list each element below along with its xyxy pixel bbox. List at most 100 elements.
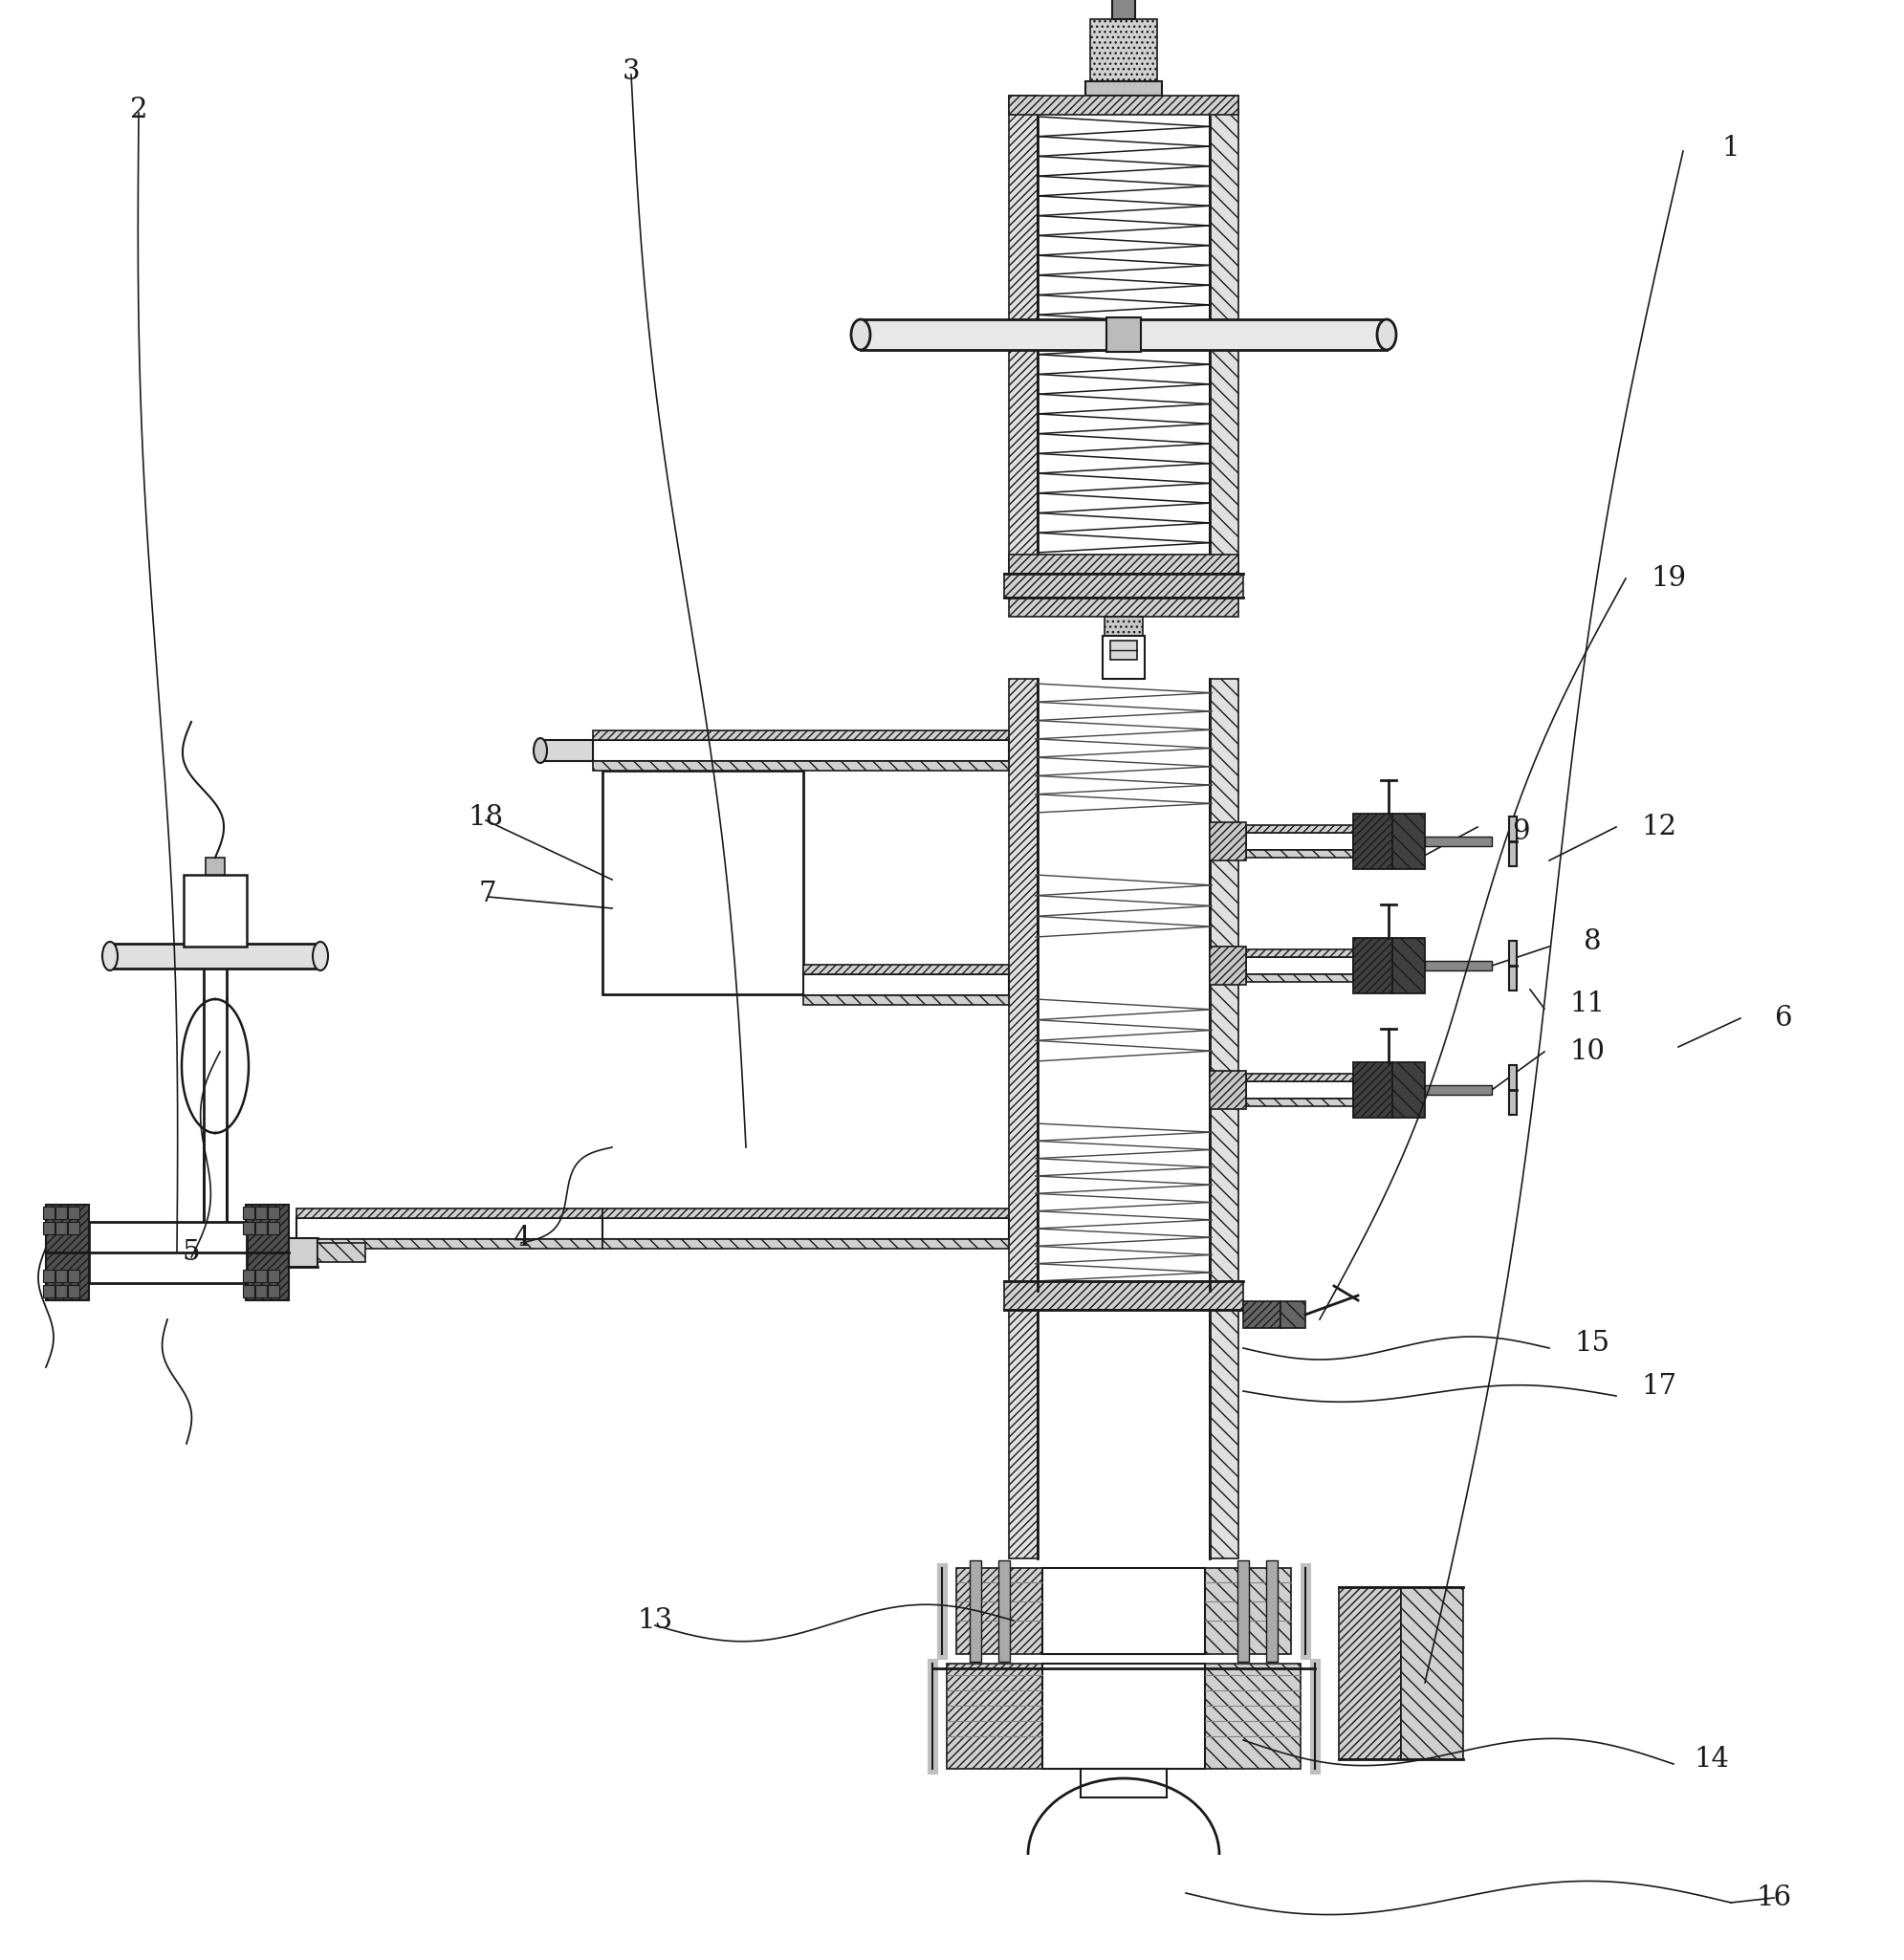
Text: 10: 10 [1569,1039,1605,1064]
Text: 1: 1 [1721,135,1740,161]
Bar [44,1286,55,1298]
Bar [1424,837,1493,847]
Bar [1009,598,1238,617]
Bar [244,1221,255,1235]
Bar [1112,0,1135,20]
Text: 6: 6 [1775,1005,1792,1031]
Bar [1510,941,1517,992]
Bar [55,1270,67,1282]
Bar [1085,80,1161,96]
Bar [1081,1768,1167,1797]
Ellipse shape [851,319,870,351]
Bar [1245,974,1354,982]
Bar [1209,1309,1238,1558]
Ellipse shape [103,941,118,970]
Bar [1424,1086,1493,1096]
Bar [803,996,1009,1005]
Bar [1009,1309,1038,1558]
Bar [1009,96,1238,116]
Text: 7: 7 [478,880,497,907]
Bar [998,1560,1009,1662]
Bar [268,1286,280,1298]
Bar [44,1207,55,1219]
Bar [602,1209,1009,1217]
Bar [1209,678,1238,1292]
Text: 16: 16 [1755,1884,1792,1911]
Ellipse shape [312,941,327,970]
Bar [69,1270,80,1282]
Text: 4: 4 [512,1225,529,1252]
Bar [592,760,1009,770]
Bar [1104,617,1142,635]
Bar [1243,1301,1281,1329]
Bar [1245,1074,1354,1082]
Bar [592,731,1009,741]
Bar [1205,1664,1300,1768]
Bar [297,1217,602,1239]
Text: 8: 8 [1584,929,1601,955]
Bar [44,1221,55,1235]
Bar [602,1239,1009,1249]
Bar [1354,1062,1392,1117]
Bar [1041,1664,1205,1768]
Bar [289,1239,318,1266]
Bar [46,1205,89,1299]
Bar [255,1221,267,1235]
Bar [1245,956,1354,974]
Bar [1245,1098,1354,1105]
Bar [1003,1282,1243,1309]
Bar [1106,318,1140,353]
Bar [541,741,592,760]
Bar [1238,1560,1249,1662]
Bar [803,964,1009,974]
Bar [602,770,803,994]
Bar [1209,823,1245,860]
Bar [602,1217,1009,1239]
Bar [1392,939,1424,994]
Bar [55,1207,67,1219]
Bar [1009,96,1038,574]
Bar [110,943,320,968]
Text: 9: 9 [1512,819,1529,845]
Bar [206,858,225,874]
Ellipse shape [533,739,546,762]
Bar [592,741,1009,760]
Text: 14: 14 [1695,1746,1729,1772]
Bar [1041,1568,1205,1654]
Bar [1392,813,1424,868]
Bar [44,1270,55,1282]
Text: 5: 5 [183,1239,200,1266]
Bar [946,1664,1041,1768]
Text: 18: 18 [468,804,503,831]
Bar [1401,1588,1462,1760]
Bar [1003,574,1243,598]
Bar [1354,813,1392,868]
Bar [297,1209,602,1217]
Bar [1110,641,1137,661]
Bar [1245,825,1354,833]
Text: 13: 13 [638,1607,672,1635]
Bar [969,1560,981,1662]
Text: 2: 2 [129,96,147,123]
Bar [803,974,1009,996]
Bar [1209,947,1245,984]
Bar [244,1207,255,1219]
Bar [55,1221,67,1235]
Bar [1009,555,1238,574]
Bar [255,1207,267,1219]
Bar [183,874,248,947]
Text: 3: 3 [623,59,640,84]
Bar [268,1207,280,1219]
Bar [956,1568,1041,1654]
Bar [297,1239,602,1249]
Bar [1209,96,1238,574]
Bar [1281,1301,1306,1329]
Bar [861,319,1386,351]
Bar [246,1205,289,1299]
Bar [1091,20,1158,80]
Bar [244,1270,255,1282]
Bar [1266,1560,1278,1662]
Bar [1245,949,1354,956]
Bar [1510,1064,1517,1115]
Bar [206,943,225,947]
